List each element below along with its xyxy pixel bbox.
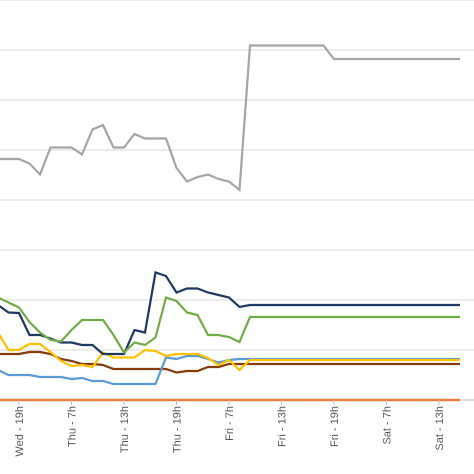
series-line-6	[0, 350, 460, 374]
series-line-2	[0, 296, 460, 355]
gridlines	[0, 0, 474, 401]
x-tick-label: Fri - 7h	[224, 406, 236, 441]
x-tick-label: Thu - 7h	[67, 406, 79, 447]
x-tick-label: Thu - 13h	[119, 406, 131, 453]
series-line-3	[0, 271, 460, 356]
series-line-4	[0, 333, 460, 372]
x-tick-label: Fri - 13h	[277, 406, 289, 447]
x-tick-label: Thu - 19h	[172, 406, 184, 453]
x-tick-label: Sat - 7h	[382, 406, 394, 445]
series-line-1	[0, 44, 460, 193]
x-tick-label: Wed - 19h	[14, 406, 26, 457]
x-tick-label: Sat - 13h	[434, 406, 446, 451]
x-tick-label: Fri - 19h	[329, 406, 341, 447]
plot-series	[0, 44, 460, 402]
x-tick-labels: Wed - 19h Thu - 7h Thu - 13h Thu - 19h Fri -…	[14, 400, 446, 457]
